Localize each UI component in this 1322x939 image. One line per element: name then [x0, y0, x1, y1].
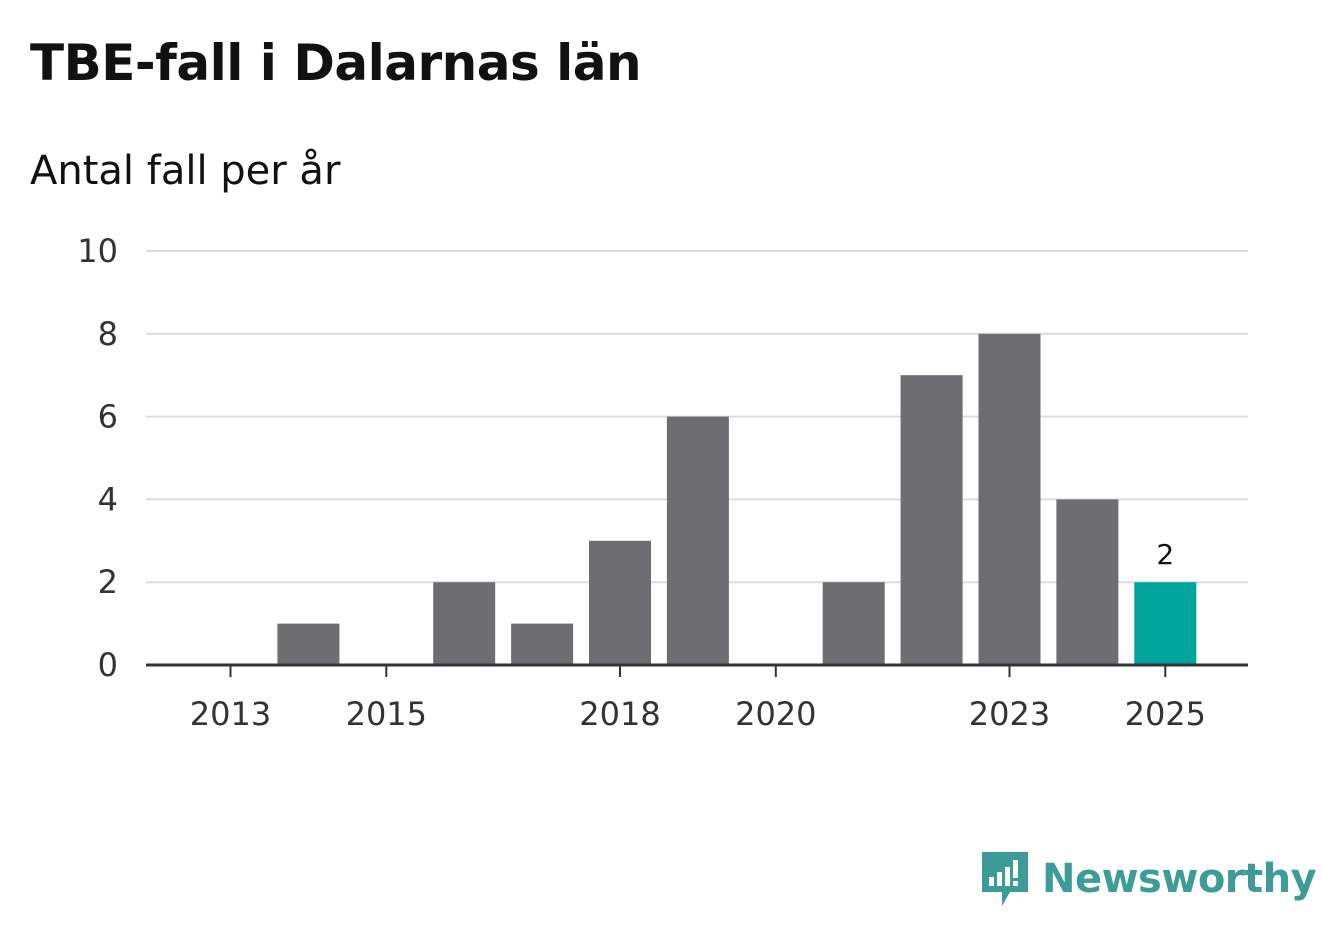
bar	[666, 416, 729, 665]
bar	[1056, 499, 1119, 665]
bar-chart: 0 2 4 6 8 10 2 2013 2015 2018 2020 2023 2025	[77, 232, 1248, 733]
bar	[1134, 582, 1197, 665]
bar-data-label: 2	[1156, 538, 1174, 571]
y-tick-label: 6	[98, 398, 118, 436]
x-tick-label: 2018	[579, 695, 660, 733]
x-tick-label: 2020	[735, 695, 816, 733]
x-tick-label: 2015	[346, 695, 427, 733]
x-tick-label: 2023	[969, 695, 1050, 733]
bar	[511, 623, 574, 665]
y-tick-label: 2	[98, 563, 118, 601]
newsworthy-logo-icon	[982, 852, 1028, 906]
bar	[589, 540, 651, 665]
y-tick-label: 8	[98, 315, 118, 353]
bar	[277, 623, 340, 665]
bar	[433, 582, 496, 665]
brand-logo: Newsworthy	[980, 848, 1317, 910]
x-tick-label: 2025	[1125, 695, 1206, 733]
y-tick-label: 10	[77, 232, 118, 270]
y-tick-label: 0	[98, 646, 118, 684]
chart-title: TBE-fall i Dalarnas län	[30, 34, 642, 92]
bar	[900, 375, 963, 665]
bar	[822, 582, 885, 665]
brand-name: Newsworthy	[1042, 856, 1317, 902]
chart-subtitle: Antal fall per år	[30, 148, 341, 194]
x-tick-label: 2013	[190, 695, 271, 733]
y-tick-label: 4	[98, 480, 118, 518]
bar	[978, 333, 1041, 665]
